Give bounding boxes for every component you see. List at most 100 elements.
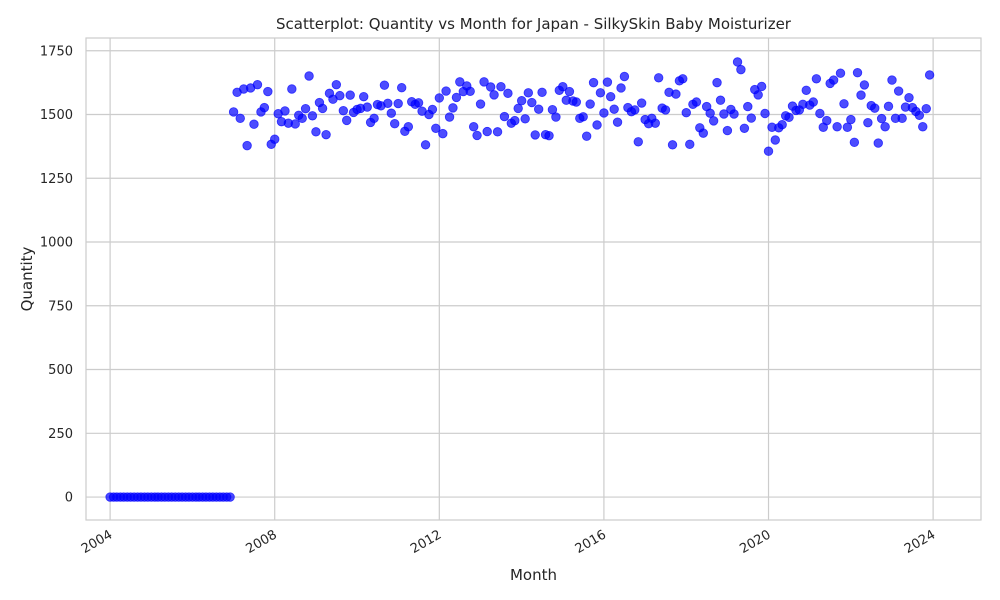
data-point [472,130,482,141]
plot-frame [85,37,982,521]
data-point [228,107,239,117]
data-point [383,98,393,108]
data-point [712,77,722,88]
data-point [485,82,496,92]
data-point [393,98,403,109]
data-point [630,105,640,115]
data-point [719,109,729,119]
data-point [918,122,928,132]
data-point [537,87,547,98]
x-tick-label: 2016 [573,527,609,557]
data-point [434,93,445,103]
data-point [732,57,743,67]
data-point [880,122,890,132]
data-point [297,113,307,124]
data-point [468,122,479,132]
data-point [242,140,252,151]
data-point [859,80,870,90]
data-point [465,86,475,97]
data-point [616,83,626,93]
data-point [849,137,860,148]
data-point [530,130,540,140]
data-point [914,110,925,120]
x-tick-label: 2004 [79,527,115,557]
data-point [300,103,311,114]
data-point [444,112,455,122]
grid-lines [86,38,981,520]
data-point [516,96,527,106]
data-point [321,129,331,140]
data-point [839,99,849,109]
data-point [578,112,588,122]
data-point [893,86,904,96]
data-point [924,70,935,80]
data-point [489,90,499,100]
data-point [660,105,671,115]
data-point [362,102,372,112]
data-point [678,74,688,84]
data-point [636,98,647,108]
data-point [904,92,914,103]
data-point [455,77,465,87]
data-point [897,113,907,124]
data-point [722,125,733,136]
data-point [887,75,897,85]
data-point [252,79,263,90]
data-point [420,140,431,150]
data-point [427,104,438,115]
data-point [595,88,606,98]
data-point [921,103,931,114]
data-point [317,103,328,114]
data-point [832,122,842,132]
data-point [307,111,318,121]
data-point [863,117,873,128]
data-point [756,81,767,92]
data-point [619,71,630,82]
data-point [290,119,300,129]
data-point [715,95,726,105]
data-point [499,111,510,122]
x-tick-labels: 2004 2008 2012 2016 2020 2024 [79,527,938,557]
data-point [448,103,458,113]
data-point [345,90,355,100]
y-tick-label: 1750 [40,44,73,59]
data-point [335,90,345,101]
data-point [235,113,245,124]
data-point [249,119,259,129]
data-point [883,101,894,112]
x-tick-label: 2008 [244,527,280,557]
data-point [763,146,774,156]
data-point [263,86,273,97]
data-point [743,101,753,112]
y-tick-label: 1500 [40,108,73,123]
data-point [479,77,489,87]
data-point [564,86,575,97]
data-point [770,135,780,145]
data-point [846,114,856,125]
data-point [270,134,280,144]
y-tick-label: 1000 [40,236,73,251]
data-point [777,120,787,130]
data-point [571,97,582,107]
data-point [599,108,609,118]
data-point [691,97,702,107]
data-point [760,108,770,119]
y-tick-labels: 0 250 500 750 1000 1250 1500 1750 [40,44,73,505]
data-point [633,137,643,147]
data-point [609,104,619,114]
data-point [592,120,602,130]
data-point [503,88,513,99]
x-tick-label: 2024 [902,527,938,557]
data-point [671,89,681,99]
chart-title: Scatterplot: Quantity vs Month for Japan… [276,15,792,33]
data-point [403,122,414,132]
data-point [653,73,664,83]
data-point [520,114,530,124]
data-point [431,123,441,133]
data-point [753,90,763,100]
data-point [492,127,503,137]
data-points [105,57,935,502]
data-point [685,139,695,150]
data-point [523,88,534,98]
data-point [338,105,349,116]
